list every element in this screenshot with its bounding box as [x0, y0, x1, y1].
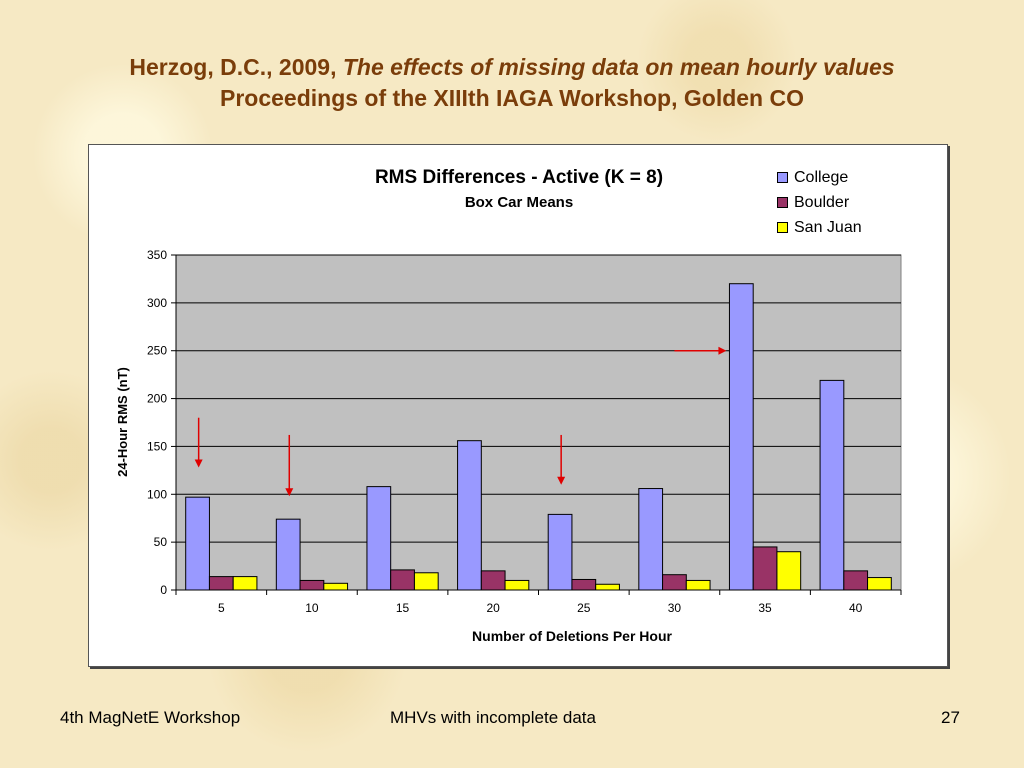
bar-college-35 — [728, 283, 754, 591]
bar-san-juan-35 — [776, 551, 802, 591]
bar-boulder-35 — [752, 546, 778, 591]
legend-swatch-boulder — [777, 197, 788, 208]
annotation-arrow-down-10 — [285, 434, 294, 497]
chart-subtitle: Box Car Means — [465, 194, 573, 211]
bar-san-juan-30 — [685, 579, 711, 591]
x-tick-label-10: 10 — [305, 601, 319, 615]
y-tick-label-250: 250 — [147, 344, 167, 358]
bar-boulder-10 — [299, 579, 325, 591]
x-tick-label-40: 40 — [849, 601, 863, 615]
bar-college-20 — [457, 440, 482, 591]
legend-item-college: College — [777, 165, 862, 190]
bar-college-40 — [819, 379, 845, 591]
x-tick-label-20: 20 — [487, 601, 501, 615]
y-tick-label-100: 100 — [147, 487, 167, 501]
title-citation: Herzog, D.C., 2009, — [129, 54, 343, 80]
bar-college-10 — [275, 518, 301, 591]
x-tick-label-30: 30 — [668, 601, 682, 615]
legend-swatch-college — [777, 172, 788, 183]
y-tick-label-0: 0 — [160, 583, 167, 597]
chart-frame: RMS Differences - Active (K = 8) Box Car… — [88, 144, 948, 667]
annotation-arrow-down-5 — [194, 417, 203, 468]
bar-boulder-40 — [843, 570, 869, 591]
x-tick-label-5: 5 — [218, 601, 225, 615]
bar-boulder-25 — [571, 578, 597, 591]
footer-center: MHVs with incomplete data — [390, 708, 596, 727]
legend-swatch-san-juan — [777, 222, 788, 233]
bar-san-juan-20 — [504, 579, 530, 591]
y-tick-label-150: 150 — [147, 439, 167, 453]
x-tick-label-25: 25 — [577, 601, 591, 615]
bar-san-juan-15 — [413, 572, 439, 591]
title-paper-name: The effects of missing data on mean hour… — [342, 54, 895, 80]
bar-boulder-20 — [480, 570, 506, 591]
y-tick-label-50: 50 — [154, 535, 168, 549]
slide-title: Herzog, D.C., 2009, The effects of missi… — [0, 52, 1024, 114]
bar-college-15 — [366, 486, 392, 591]
bar-college-5 — [185, 496, 210, 591]
x-tick-label-15: 15 — [396, 601, 410, 615]
bar-boulder-15 — [390, 569, 415, 591]
title-line-2: Proceedings of the XIIIth IAGA Workshop,… — [220, 85, 804, 111]
bar-san-juan-10 — [323, 582, 349, 591]
legend-item-san-juan: San Juan — [777, 215, 862, 240]
bar-boulder-5 — [208, 576, 234, 591]
y-tick-label-350: 350 — [147, 248, 167, 262]
title-line-1: Herzog, D.C., 2009, The effects of missi… — [0, 52, 1024, 83]
bar-san-juan-5 — [232, 576, 258, 591]
legend-label-boulder: Boulder — [794, 193, 850, 211]
bar-college-30 — [638, 488, 664, 591]
bar-boulder-30 — [662, 574, 687, 591]
legend-label-san-juan: San Juan — [794, 218, 862, 236]
y-axis-label: 24-Hour RMS (nT) — [115, 367, 130, 477]
bar-san-juan-25 — [595, 583, 620, 591]
y-tick-label-200: 200 — [147, 392, 167, 406]
annotation-arrow-right-35 — [674, 346, 727, 355]
chart-title: RMS Differences - Active (K = 8) — [375, 167, 663, 188]
x-axis-label: Number of Deletions Per Hour — [472, 628, 672, 644]
y-tick-label-300: 300 — [147, 296, 167, 310]
x-tick-label-35: 35 — [758, 601, 772, 615]
bar-college-25 — [547, 513, 573, 591]
legend-item-boulder: Boulder — [777, 190, 862, 215]
bar-san-juan-40 — [867, 577, 892, 591]
annotation-arrow-down-25 — [557, 434, 566, 485]
footer-left: 4th MagNetE Workshop — [60, 708, 241, 727]
footer-page-number: 27 — [941, 708, 960, 727]
legend-label-college: College — [794, 168, 849, 186]
chart-svg: RMS Differences - Active (K = 8) Box Car… — [115, 167, 902, 644]
chart-legend: College Boulder San Juan — [777, 165, 862, 240]
